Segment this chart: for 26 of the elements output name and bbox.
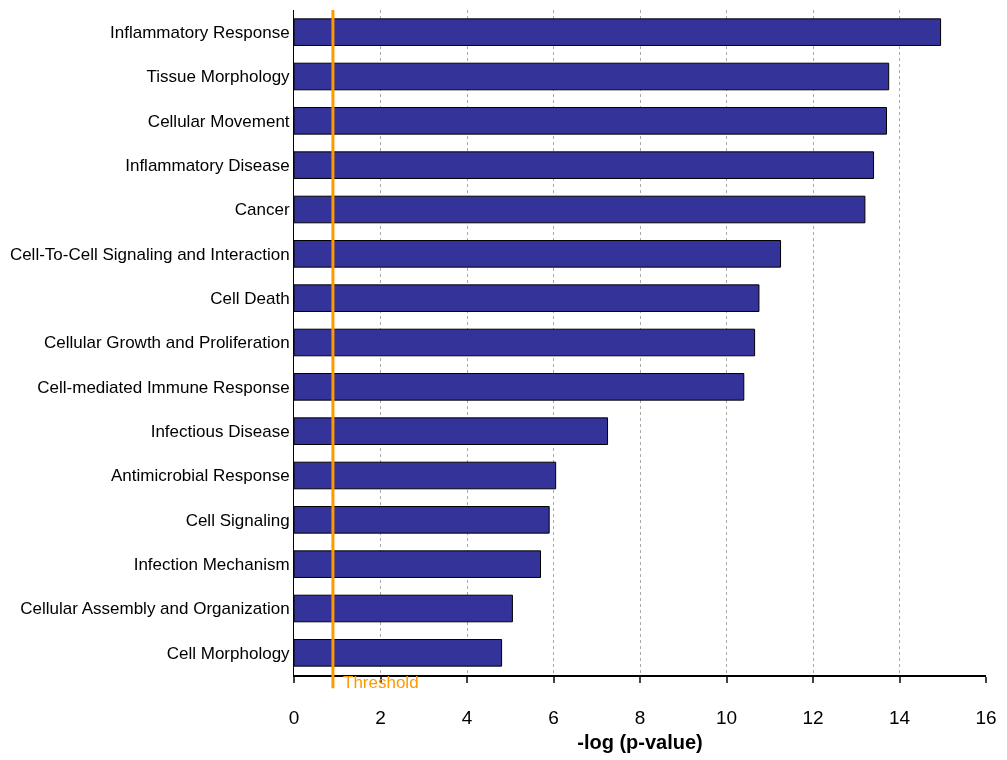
ref-line-label: Threshold: [343, 673, 419, 692]
x-tick-label: 0: [288, 706, 300, 728]
y-tick-label: Cellular Movement: [147, 111, 290, 131]
y-tick-label: Antimicrobial Response: [111, 466, 290, 486]
y-tick-label: Cell Signaling: [185, 510, 290, 530]
x-tick-label: 6: [548, 706, 559, 728]
y-tick-label: Tissue Morphology: [146, 67, 291, 87]
x-tick-label: 14: [888, 706, 911, 728]
y-tick-label: Inflammatory Response: [110, 23, 290, 43]
x-tick-label: 2: [375, 706, 386, 728]
y-tick-label: Cancer: [234, 200, 290, 220]
y-tick-label: Infectious Disease: [150, 422, 290, 442]
y-tick-label: Cellular Growth and Proliferation: [43, 333, 290, 353]
x-tick-label: 8: [634, 706, 646, 728]
x-tick-label: 16: [975, 706, 997, 728]
y-tick-label: Inflammatory Disease: [125, 156, 290, 176]
x-tick-label: 12: [802, 706, 824, 728]
y-tick-label: Cell-To-Cell Signaling and Interaction: [9, 244, 290, 264]
y-tick-label: Cell Death: [210, 289, 290, 309]
x-axis-title: -log (p-value): [577, 730, 703, 753]
y-tick-label: Cellular Assembly and Organization: [20, 599, 290, 619]
x-tick-label: 4: [461, 706, 473, 728]
x-tick-label: 10: [715, 706, 738, 728]
y-tick-label: Cell-mediated Immune Response: [37, 377, 290, 397]
y-tick-label: Cell Morphology: [166, 643, 291, 663]
y-tick-label: Infection Mechanism: [133, 555, 290, 575]
